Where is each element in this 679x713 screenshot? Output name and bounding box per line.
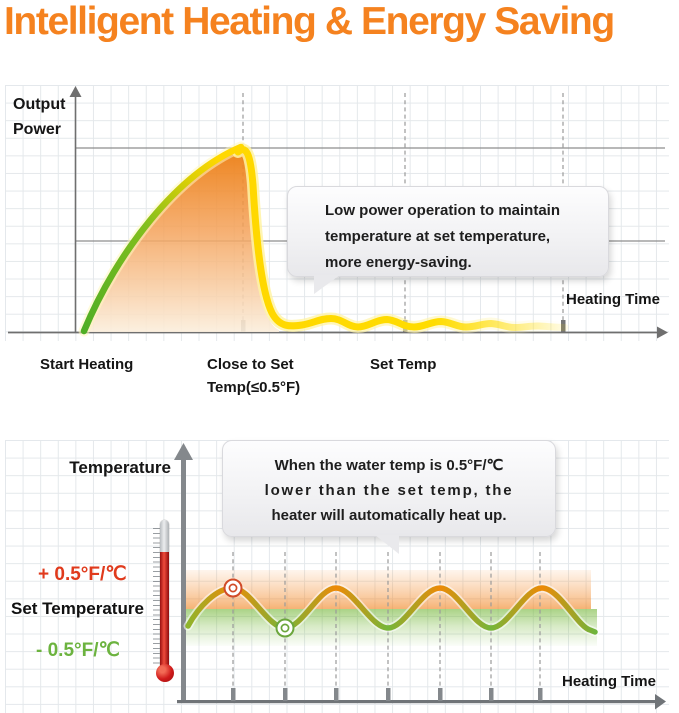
- axis-arrow-right-icon: [657, 326, 668, 339]
- callout-line: heater will automatically heat up.: [271, 507, 507, 524]
- power-x-axis-label: Heating Time: [566, 291, 660, 308]
- lower-band-label: - 0.5°F/℃: [36, 640, 120, 661]
- page-title: Intelligent Heating & Energy Saving: [4, 0, 615, 43]
- callout-line: Low power operation to maintain: [325, 202, 561, 219]
- axis-arrow-right-icon: [655, 694, 666, 710]
- callout-line: temperature at set temperature,: [325, 228, 551, 245]
- power-plot: [8, 86, 668, 339]
- trough-marker-icon: [275, 618, 295, 638]
- thermometer-tube: [160, 520, 169, 670]
- callout-line: more energy-saving.: [325, 254, 472, 271]
- peak-marker-icon: [223, 578, 243, 598]
- power-dashed-guides: [242, 93, 564, 332]
- set-temperature-label: Set Temperature: [11, 599, 144, 618]
- milestone-start-heating: Start Heating: [40, 356, 134, 373]
- milestone-set-temp: Set Temp: [370, 356, 437, 373]
- power-chart-panel: Output Power Heating Time Low power oper…: [5, 85, 669, 341]
- thermometer-bulb: [155, 664, 174, 682]
- temperature-axes: [174, 443, 666, 710]
- temperature-y-axis-label: Temperature: [69, 458, 171, 477]
- temperature-wave: [183, 583, 600, 637]
- power-y-axis-label: Output Power: [13, 96, 66, 138]
- temperature-chart-panel: Temperature Heating Time + 0.5°F/℃ Set T…: [5, 440, 669, 713]
- bubble-tail: [375, 535, 399, 554]
- bubble-tail: [314, 275, 340, 294]
- upper-band-label: + 0.5°F/℃: [38, 564, 127, 585]
- callout-line: When the water temp is 0.5°F/℃: [274, 457, 504, 474]
- axis-arrow-up-icon: [69, 86, 82, 97]
- axis-arrow-up-icon: [174, 443, 193, 460]
- temperature-plot: [174, 443, 666, 710]
- temperature-bands: [185, 570, 597, 646]
- callout-line: lower than the set temp, the: [264, 482, 514, 499]
- power-curve: [78, 141, 571, 337]
- power-callout-bubble: Low power operation to maintain temperat…: [287, 186, 609, 294]
- temperature-callout-bubble: When the water temp is 0.5°F/℃ lower tha…: [222, 440, 556, 554]
- milestone-close-to-set: Close to Set Temp(≤0.5°F): [207, 356, 301, 396]
- thermometer-icon: [153, 520, 177, 684]
- temperature-x-axis-label: Heating Time: [562, 673, 656, 690]
